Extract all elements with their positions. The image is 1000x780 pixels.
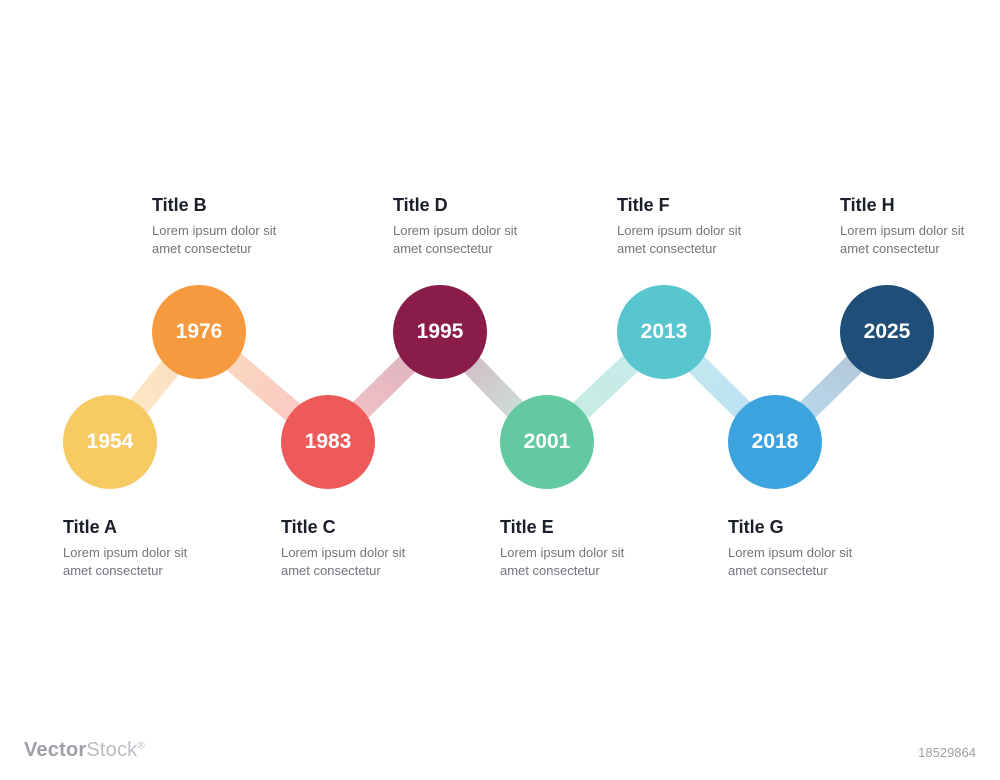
timeline-text-f: Title F Lorem ipsum dolor sit amet consec… [617,195,757,257]
timeline-body: Lorem ipsum dolor sit amet consectetur [500,544,640,579]
timeline-title: Title D [393,195,533,216]
timeline-node-year: 1954 [87,430,134,454]
timeline-title: Title C [281,517,421,538]
watermark: VectorStock® [24,739,145,762]
timeline-text-a: Title A Lorem ipsum dolor sit amet consec… [63,517,203,579]
timeline-node-year: 1995 [417,320,464,344]
timeline-body: Lorem ipsum dolor sit amet consectetur [63,544,203,579]
timeline-node-year: 1983 [305,430,352,454]
timeline-text-h: Title H Lorem ipsum dolor sit amet consec… [840,195,980,257]
timeline-body: Lorem ipsum dolor sit amet consectetur [840,222,980,257]
timeline-body: Lorem ipsum dolor sit amet consectetur [393,222,533,257]
timeline-node-year: 2001 [524,430,571,454]
timeline-node-year: 2013 [641,320,688,344]
timeline-node-b: 1976 [152,285,246,379]
timeline-text-e: Title E Lorem ipsum dolor sit amet consec… [500,517,640,579]
timeline-text-d: Title D Lorem ipsum dolor sit amet consec… [393,195,533,257]
timeline-node-a: 1954 [63,395,157,489]
timeline-title: Title F [617,195,757,216]
timeline-node-e: 2001 [500,395,594,489]
timeline-node-g: 2018 [728,395,822,489]
timeline-title: Title B [152,195,292,216]
timeline-node-d: 1995 [393,285,487,379]
timeline-node-year: 2018 [752,430,799,454]
timeline-text-c: Title C Lorem ipsum dolor sit amet consec… [281,517,421,579]
timeline-body: Lorem ipsum dolor sit amet consectetur [728,544,868,579]
timeline-text-b: Title B Lorem ipsum dolor sit amet consec… [152,195,292,257]
timeline-title: Title G [728,517,868,538]
timeline-node-year: 2025 [864,320,911,344]
timeline-body: Lorem ipsum dolor sit amet consectetur [617,222,757,257]
timeline-node-f: 2013 [617,285,711,379]
timeline-text-g: Title G Lorem ipsum dolor sit amet consec… [728,517,868,579]
timeline-body: Lorem ipsum dolor sit amet consectetur [281,544,421,579]
timeline-node-h: 2025 [840,285,934,379]
timeline-infographic: 1954 Title A Lorem ipsum dolor sit amet co… [0,0,1000,780]
timeline-title: Title E [500,517,640,538]
timeline-title: Title H [840,195,980,216]
timeline-title: Title A [63,517,203,538]
timeline-node-year: 1976 [176,320,223,344]
timeline-body: Lorem ipsum dolor sit amet consectetur [152,222,292,257]
watermark-prefix: Vector [24,739,86,761]
timeline-node-c: 1983 [281,395,375,489]
image-id: 18529864 [918,745,976,760]
watermark-suffix: Stock [86,739,137,761]
